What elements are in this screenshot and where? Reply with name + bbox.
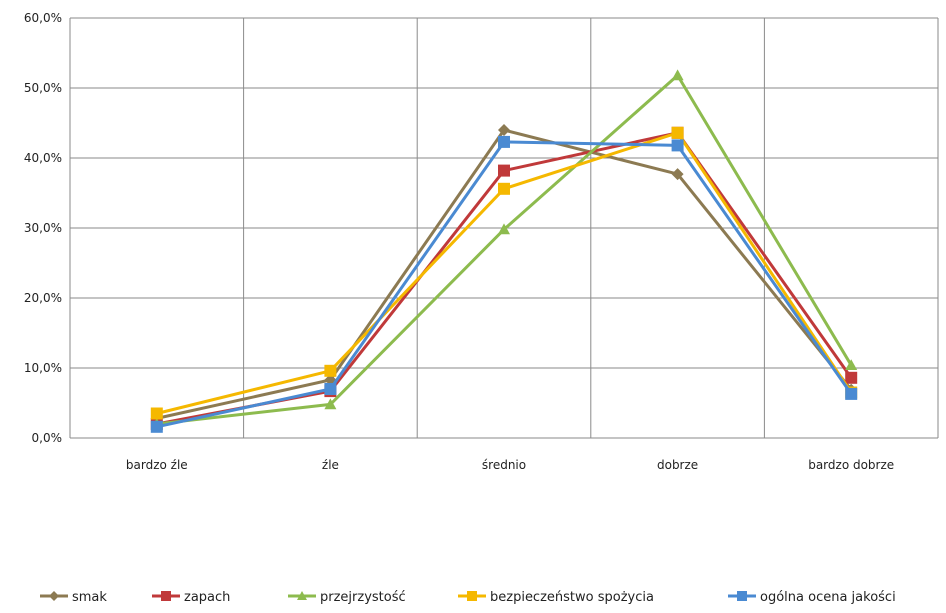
y-axis-ticks: 0,0% 10,0% 20,0% 30,0% 40,0% 50,0% 60,0% [24, 11, 62, 445]
data-point [845, 359, 858, 370]
data-point [324, 398, 337, 410]
data-point [324, 383, 337, 395]
data-point [671, 168, 684, 181]
data-point [324, 364, 337, 377]
data-point [498, 182, 510, 195]
x-tick-label: średnio [482, 458, 526, 472]
data-point [498, 223, 510, 235]
legend-swatch-marker [161, 591, 171, 601]
legend-label: zapach [184, 590, 230, 605]
legend-label: przejrzystość [320, 590, 406, 605]
data-point [150, 420, 163, 433]
y-tick-label: 0,0% [32, 431, 63, 445]
x-tick-label: źle [322, 458, 339, 472]
data-point [671, 69, 684, 81]
y-tick-label: 30,0% [24, 221, 62, 235]
legend-item: bezpieczeństwo spożycia [458, 590, 654, 605]
legend: smak zapach przejrzystość bezpieczeństwo sp… [40, 590, 896, 605]
data-point [498, 164, 510, 177]
y-tick-label: 40,0% [24, 151, 62, 165]
y-tick-label: 50,0% [24, 81, 62, 95]
x-tick-label: bardzo źle [126, 458, 188, 472]
legend-label: smak [72, 590, 107, 605]
data-point [498, 124, 510, 136]
x-axis-ticks: bardzo źle źle średnio dobrze bardzo dobrze [126, 458, 894, 472]
data-point [671, 139, 684, 152]
data-point [150, 407, 163, 420]
legend-swatch-marker [297, 591, 307, 600]
legend-item: przejrzystość [288, 590, 406, 605]
y-tick-label: 20,0% [24, 291, 62, 305]
series-1 [150, 126, 858, 430]
x-tick-label: bardzo dobrze [808, 458, 894, 472]
legend-label: ogólna ocena jakości [760, 590, 896, 605]
data-point [498, 135, 510, 148]
legend-swatch-marker [467, 591, 477, 601]
legend-item: zapach [152, 590, 230, 605]
series-group [150, 69, 858, 433]
series-3 [150, 126, 858, 420]
series-4 [150, 135, 858, 433]
legend-item: smak [40, 590, 107, 605]
data-point [845, 387, 858, 400]
x-tick-label: dobrze [657, 458, 698, 472]
legend-swatch-marker [737, 591, 747, 601]
legend-item: ogólna ocena jakości [728, 590, 896, 605]
data-point [845, 371, 858, 384]
legend-swatch-marker [49, 591, 59, 601]
grid [69, 17, 939, 439]
legend-label: bezpieczeństwo spożycia [490, 590, 654, 605]
y-tick-label: 10,0% [24, 361, 62, 375]
data-point [671, 126, 684, 139]
y-tick-label: 60,0% [24, 11, 62, 25]
